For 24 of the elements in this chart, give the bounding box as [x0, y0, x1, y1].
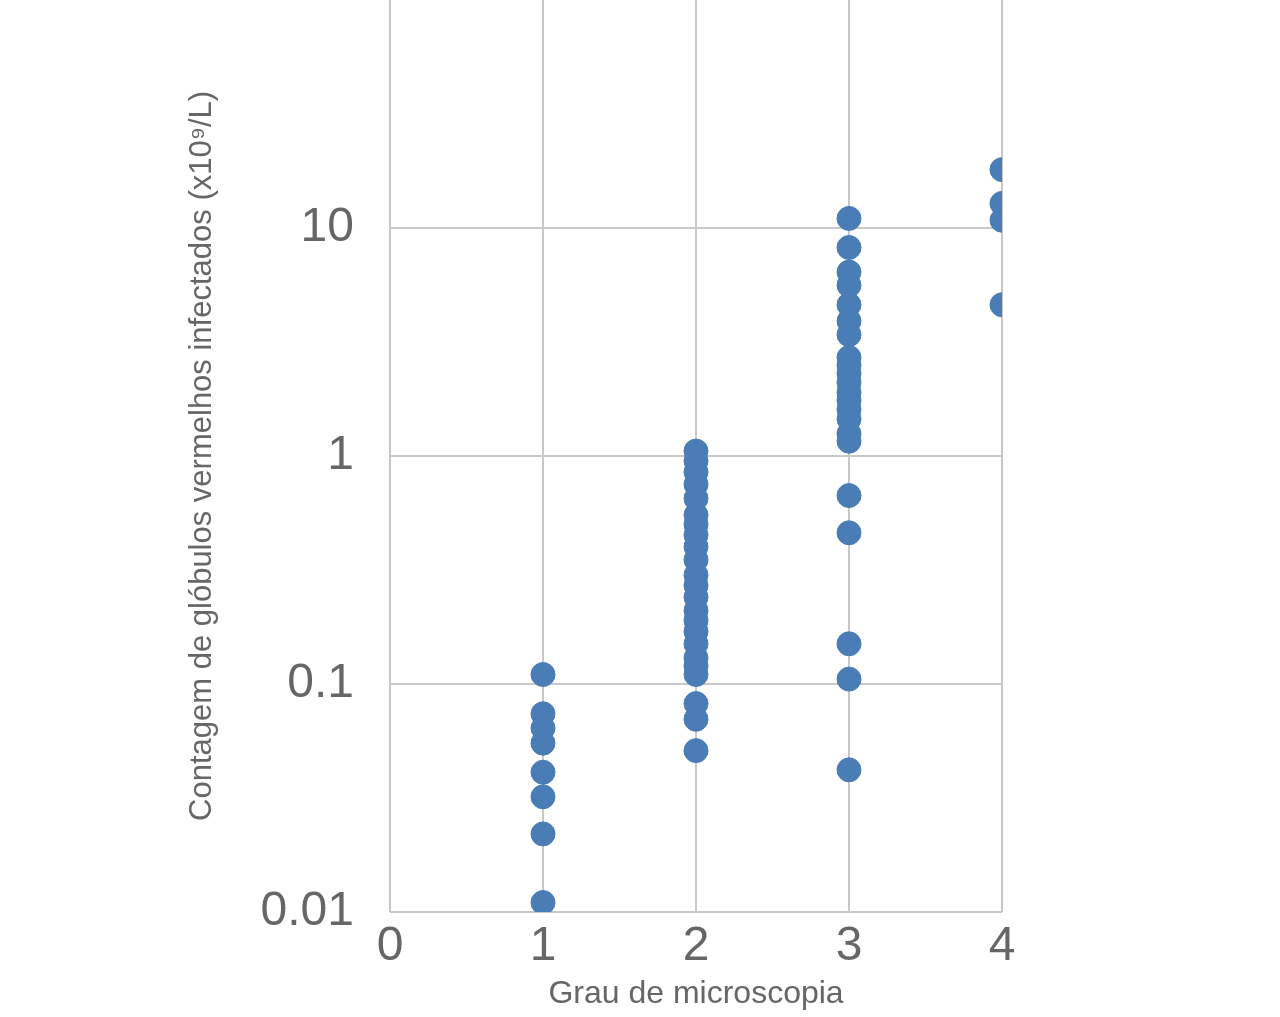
- point: [530, 662, 556, 688]
- y-tick-label: 0.01: [260, 882, 354, 936]
- x-tick-label: 2: [682, 917, 710, 971]
- x-tick-label: 1: [529, 917, 557, 971]
- point: [836, 631, 862, 657]
- point: [683, 738, 709, 764]
- x-tick-label: 3: [835, 917, 863, 971]
- x-tick-label: 0: [376, 917, 404, 971]
- point: [836, 483, 862, 509]
- x-axis-title: Grau de microscopia: [548, 973, 844, 1010]
- point: [530, 890, 556, 912]
- y-tick-label: 1: [327, 426, 354, 480]
- point: [836, 205, 862, 231]
- point: [836, 520, 862, 546]
- y-tick-label: 10: [300, 198, 354, 252]
- x-tick-label: 4: [988, 917, 1016, 971]
- point: [530, 784, 556, 810]
- y-tick-label: 0.1: [287, 654, 354, 708]
- point: [530, 821, 556, 847]
- point: [836, 757, 862, 783]
- point: [836, 235, 862, 261]
- point: [836, 666, 862, 692]
- y-axis-title: Contagem de glóbulos vermelhos infectados (x10⁹/L): [183, 90, 219, 821]
- point: [530, 759, 556, 785]
